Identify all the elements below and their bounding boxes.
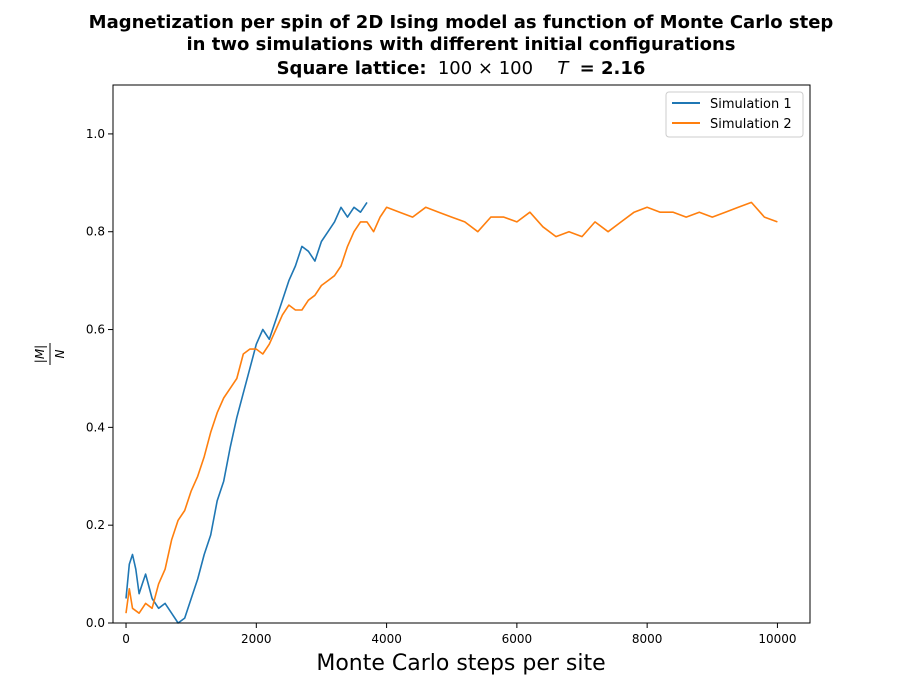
y-tick-label: 0.2: [86, 518, 105, 532]
chart-subtitle: Square lattice: 100 × 100 T = 2.16: [277, 58, 646, 79]
axes-layer: 0 2000 4000 6000 8000 10000 0.0 0.2 0.4 0.6 0.8 1.0: [86, 127, 797, 646]
chart-title-line-1: Magnetization per spin of 2D Ising model…: [89, 12, 834, 33]
series-line-simulation-2: [125, 201, 778, 615]
series-layer: [125, 201, 778, 624]
y-axis-label: |M| N: [33, 343, 67, 365]
y-tick-label: 0.4: [86, 420, 105, 434]
legend-label-simulation-1: Simulation 1: [710, 97, 792, 112]
x-tick-label: 6000: [502, 632, 533, 646]
x-axis-label: Monte Carlo steps per site: [316, 651, 605, 676]
subtitle-temperature-value: = 2.16: [580, 58, 646, 79]
legend: Simulation 1 Simulation 2: [665, 91, 804, 138]
y-axis-label-denominator: N: [53, 349, 67, 358]
subtitle-prefix: Square lattice:: [277, 58, 427, 79]
y-tick-label: 0.0: [86, 616, 105, 630]
y-tick-label: 0.6: [86, 323, 105, 337]
x-tick-label: 4000: [371, 632, 402, 646]
legend-box: [665, 91, 804, 138]
title-block: Magnetization per spin of 2D Ising model…: [89, 12, 834, 79]
subtitle-temperature-symbol: T: [557, 58, 570, 79]
plot-area-frame: [112, 84, 811, 624]
x-tick-label: 2000: [241, 632, 272, 646]
chart-title-line-2: in two simulations with different initia…: [186, 34, 735, 55]
subtitle-lattice: 100 × 100: [438, 58, 533, 79]
x-tick-label: 8000: [632, 632, 663, 646]
x-tick-label: 10000: [758, 632, 796, 646]
x-tick-label: 0: [122, 632, 130, 646]
y-axis-label-numerator: |M|: [33, 345, 47, 363]
y-tick-label: 0.8: [86, 225, 105, 239]
legend-label-simulation-2: Simulation 2: [710, 117, 792, 132]
series-line-simulation-1: [125, 201, 368, 624]
y-tick-label: 1.0: [86, 127, 105, 141]
